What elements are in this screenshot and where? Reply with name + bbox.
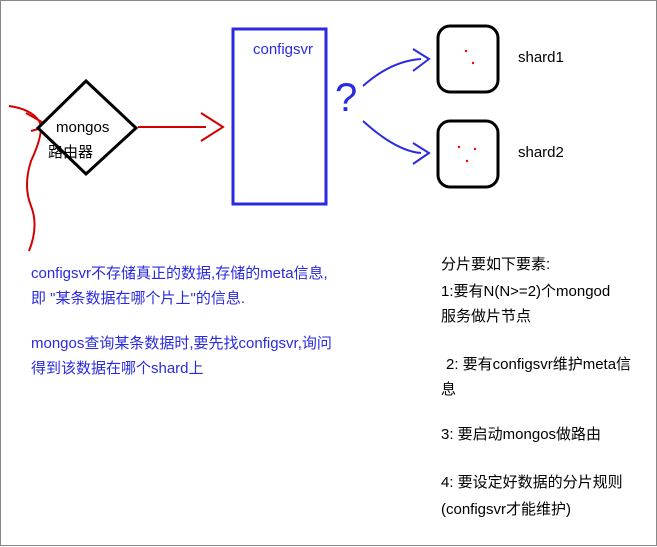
shard1-dot [472,62,474,64]
desc-configsvr-2: 即 "某条数据在哪个片上"的信息. [31,286,245,312]
edge-client-mongos [9,106,41,251]
desc-mongos-1: mongos查询某条数据时,要先找configsvr,询问 [31,331,332,357]
node-shard1 [438,26,498,92]
edge-config-shard2 [363,121,421,153]
shard1-label: shard1 [518,49,564,66]
mongos-title: mongos [56,119,109,136]
node-shard2 [438,121,498,187]
edge-config-shard2-head [413,143,429,164]
req-1a: 1:要有N(N>=2)个mongod [441,278,610,305]
req-2b: 息 [441,376,456,403]
desc-configsvr-1: configsvr不存储真正的数据,存储的meta信息, [31,261,328,287]
req-3: 3: 要启动mongos做路由 [441,421,601,448]
shard2-label: shard2 [518,144,564,161]
req-4b: (configsvr才能维护) [441,496,571,523]
shard1-dot [465,50,467,52]
desc-mongos-2: 得到该数据在哪个shard上 [31,356,204,382]
shard2-dot [466,160,468,162]
req-heading: 分片要如下要素: [441,251,550,278]
edge-config-shard1 [363,59,421,86]
shard2-dot [474,148,476,150]
req-1b: 服务做片节点 [441,303,531,330]
configsvr-title: configsvr [253,41,313,58]
shard2-dot [458,146,460,148]
req-2a: 2: 要有configsvr维护meta信 [446,351,631,378]
req-4a: 4: 要设定好数据的分片规则 [441,469,623,496]
question-mark: ? [335,76,357,120]
mongos-subtitle: 路由器 [48,141,93,162]
